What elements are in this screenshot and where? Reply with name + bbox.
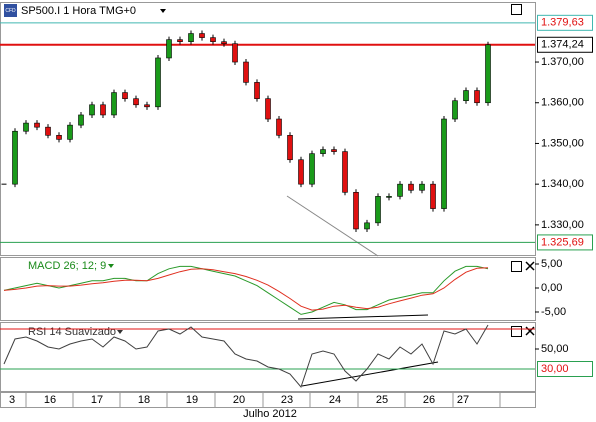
candle <box>441 118 447 209</box>
y-tick-label: 1.330,00 <box>541 219 584 231</box>
candle <box>364 222 370 230</box>
level-label-box <box>537 36 593 53</box>
candle <box>210 37 216 42</box>
candle <box>45 126 51 136</box>
x-tick-label: 26 <box>423 394 435 406</box>
x-tick-label: 20 <box>233 394 245 406</box>
cfd-icon-text: CFD <box>5 8 16 14</box>
candle <box>276 118 282 136</box>
candle <box>386 196 392 198</box>
macd-panel <box>0 257 536 321</box>
candle <box>232 43 238 63</box>
x-tick-label: 16 <box>44 394 56 406</box>
x-tick-label: 23 <box>281 394 293 406</box>
candle <box>243 61 249 83</box>
candle <box>78 114 84 126</box>
dropdown-arrow[interactable] <box>160 9 166 13</box>
candle <box>375 196 381 224</box>
candle <box>166 39 172 59</box>
y-tick-label: 0,00 <box>541 282 562 294</box>
candle <box>122 92 128 99</box>
close-button[interactable] <box>525 326 535 336</box>
candle <box>155 57 161 108</box>
x-tick-label: 25 <box>376 394 388 406</box>
y-tick-label: 50,00 <box>541 343 569 355</box>
y-tick-label: 5,00 <box>541 258 562 270</box>
candle <box>221 41 227 45</box>
candle <box>12 130 18 185</box>
candle <box>67 124 73 140</box>
macd-title: MACD 26; 12; 9 <box>28 260 106 272</box>
y-tick-label: 1.340,00 <box>541 178 584 190</box>
dropdown-arrow[interactable] <box>117 330 123 334</box>
candle <box>331 149 337 152</box>
maximize-button[interactable] <box>511 4 522 15</box>
candle <box>320 149 326 154</box>
close-button[interactable] <box>525 261 535 271</box>
series-line <box>3 267 489 311</box>
maximize-button[interactable] <box>511 326 522 337</box>
maximize-button[interactable] <box>511 261 522 272</box>
candle <box>298 159 304 185</box>
y-tick-label: 1.350,00 <box>541 137 584 149</box>
series-line <box>3 265 489 315</box>
dropdown-arrow[interactable] <box>108 264 114 268</box>
price-panel <box>0 2 536 256</box>
candle <box>463 90 469 102</box>
rsi-title: RSI 14 Suavizado <box>28 326 116 338</box>
candle <box>100 104 106 116</box>
candle <box>199 33 205 38</box>
candle <box>419 183 425 191</box>
candle <box>474 90 480 104</box>
series-line <box>3 324 489 389</box>
candle <box>133 98 139 106</box>
level-label: 30,00 <box>541 363 569 375</box>
trend-line <box>286 195 379 257</box>
month-label: Julho 2012 <box>243 408 297 420</box>
candle <box>452 100 458 120</box>
candle <box>265 98 271 120</box>
time-axis <box>0 392 536 408</box>
x-tick-label: 27 <box>457 394 469 406</box>
trend-line <box>301 361 439 387</box>
x-tick-label: 17 <box>91 394 103 406</box>
candle <box>309 153 315 185</box>
candle <box>144 104 150 108</box>
candle <box>34 122 40 128</box>
candle <box>397 183 403 197</box>
y-tick-label: 1.370,00 <box>541 56 584 68</box>
candle <box>485 44 491 104</box>
candle <box>89 104 95 116</box>
level-label: 1.379,63 <box>541 17 584 29</box>
x-tick-label: 18 <box>138 394 150 406</box>
x-tick-label: 3 <box>9 394 15 406</box>
trend-line <box>297 314 429 320</box>
candle <box>342 151 348 193</box>
level-label-box <box>537 14 593 31</box>
cfd-icon <box>4 4 17 17</box>
candle <box>111 92 117 116</box>
level-label: 1.374,24 <box>541 39 584 51</box>
x-tick-label: 19 <box>186 394 198 406</box>
candle <box>254 82 260 99</box>
level-label-box <box>537 361 593 377</box>
candle <box>287 135 293 161</box>
y-tick-label: 1.360,00 <box>541 97 584 109</box>
level-label: 1.325,69 <box>541 236 584 248</box>
candle <box>56 135 62 140</box>
level-label-box <box>537 234 593 251</box>
x-tick-label: 24 <box>329 394 341 406</box>
candle <box>353 192 359 230</box>
candle <box>430 183 436 209</box>
rsi-panel <box>0 322 536 392</box>
candle <box>177 39 183 42</box>
candle <box>408 183 414 191</box>
candle <box>23 122 29 132</box>
chart-title: SP500.I 1 Hora TMG+0 <box>21 5 136 17</box>
y-tick-label: -5,00 <box>541 306 566 318</box>
candle <box>188 33 194 42</box>
